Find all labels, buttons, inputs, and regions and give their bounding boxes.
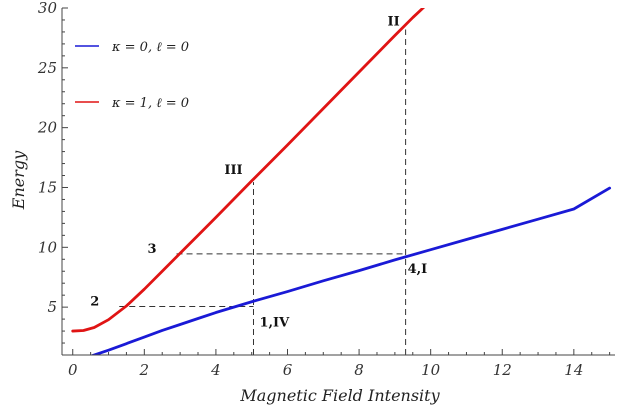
guide-lines <box>119 29 407 355</box>
legend: κ = 0, ℓ = 0 κ = 1, ℓ = 0 <box>75 40 189 111</box>
annotation-label: 4,I <box>408 262 428 277</box>
annotation-label: 1,IV <box>259 316 290 331</box>
y-tick-label: 25 <box>37 59 57 77</box>
annotation-label: II <box>388 15 400 30</box>
annotation-label: III <box>224 163 242 178</box>
y-tick-label: 5 <box>47 298 57 316</box>
x-tick-label: 2 <box>139 361 150 379</box>
x-tick-label: 12 <box>493 361 512 379</box>
x-tick-label: 6 <box>283 361 293 379</box>
ticks: 0 2 4 6 8 10 12 14 5 10 15 20 25 30 <box>37 0 611 379</box>
y-tick-label: 15 <box>38 178 57 196</box>
y-tick-label: 30 <box>38 0 58 17</box>
x-tick-label: 0 <box>68 361 78 379</box>
series-line-1 <box>89 186 612 355</box>
x-tick-label: 10 <box>421 361 441 379</box>
x-tick-label: 4 <box>210 361 221 379</box>
y-tick-label: 20 <box>37 119 58 137</box>
series-line-2 <box>71 8 426 333</box>
axes <box>61 8 615 356</box>
annotation-label: 3 <box>147 242 156 257</box>
legend-label-2: κ = 1, ℓ = 0 <box>111 96 189 111</box>
x-axis-label: Magnetic Field Intensity <box>239 386 440 405</box>
x-tick-label: 8 <box>354 361 364 379</box>
y-tick-label: 10 <box>38 238 58 256</box>
x-tick-label: 14 <box>564 361 583 379</box>
legend-label-1: κ = 0, ℓ = 0 <box>111 40 189 55</box>
y-axis-label: Energy <box>9 150 28 210</box>
annotation-label: 2 <box>90 295 99 310</box>
series-lines <box>71 8 612 355</box>
